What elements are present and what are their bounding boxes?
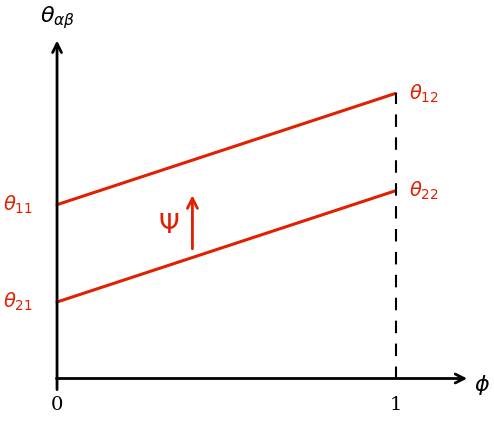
Text: $\theta_{11}$: $\theta_{11}$ — [3, 193, 33, 216]
Text: $\theta_{\alpha\beta}$: $\theta_{\alpha\beta}$ — [40, 4, 76, 31]
Text: 1: 1 — [389, 396, 402, 414]
Text: $\theta_{21}$: $\theta_{21}$ — [3, 291, 33, 313]
Text: $\theta_{22}$: $\theta_{22}$ — [409, 180, 439, 202]
Text: $\theta_{12}$: $\theta_{12}$ — [409, 82, 439, 104]
Text: $\phi$: $\phi$ — [474, 374, 490, 398]
Text: 0: 0 — [51, 396, 63, 414]
Text: $\Psi$: $\Psi$ — [158, 213, 179, 238]
